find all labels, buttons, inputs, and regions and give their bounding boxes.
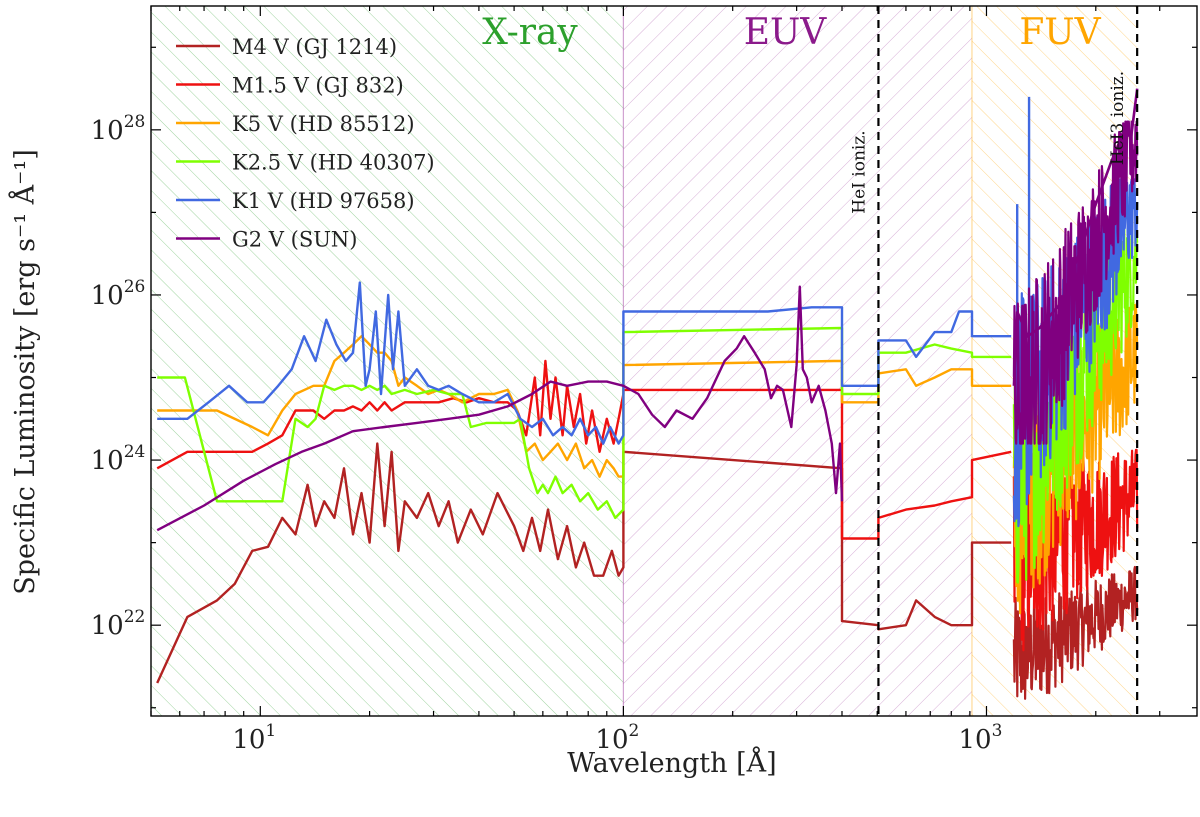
legend-label: M4 V (GJ 1214)	[232, 35, 397, 59]
series-0	[156, 442, 1139, 700]
series-line	[156, 442, 1012, 684]
legend-label: K2.5 V (HD 40307)	[232, 151, 435, 175]
legend-label: K1 V (HD 97658)	[232, 189, 415, 213]
series-layer	[156, 88, 1139, 700]
legend-label: M1.5 V (GJ 832)	[232, 74, 404, 98]
plot-frame	[150, 5, 1198, 717]
series-fuv-line	[1012, 120, 1139, 445]
x-tick-label: 102	[595, 721, 639, 755]
legend: M4 V (GJ 1214) M1.5 V (GJ 832) K5 V (HD 85…	[176, 35, 435, 252]
y-axis-label: Specific Luminosity [erg s⁻¹ Å⁻¹]	[8, 149, 41, 595]
legend-label: K5 V (HD 85512)	[232, 112, 415, 136]
series-line	[157, 281, 1012, 445]
region-label-fuv: FUV	[1019, 12, 1101, 53]
vline-label-0: HeI ioniz.	[849, 130, 869, 213]
series-line	[156, 285, 844, 532]
y-tick-label: 1028	[91, 112, 146, 146]
y-tick-label: 1026	[91, 277, 146, 311]
series-fuv-line	[1012, 565, 1139, 700]
x-axis-label: Wavelength [Å]	[567, 746, 776, 779]
y-tick-label: 1024	[91, 442, 146, 476]
vline-label-1: HeI3 ioniz.	[1108, 71, 1128, 165]
y-tick-label: 1022	[91, 607, 146, 641]
vlines-layer: HeI ioniz. HeI3 ioniz.	[849, 6, 1139, 716]
axes-layer: 101 102 103 1022 1024 1026 1028	[91, 5, 1198, 755]
x-tick-label: 103	[959, 721, 1003, 755]
x-tick-label: 101	[232, 721, 276, 755]
series-trend-line	[1012, 88, 1139, 386]
legend-label: G2 V (SUN)	[232, 228, 358, 252]
series-5	[156, 88, 1139, 532]
region-label-x-ray: X-ray	[482, 12, 578, 53]
region-label-euv: EUV	[744, 12, 828, 53]
